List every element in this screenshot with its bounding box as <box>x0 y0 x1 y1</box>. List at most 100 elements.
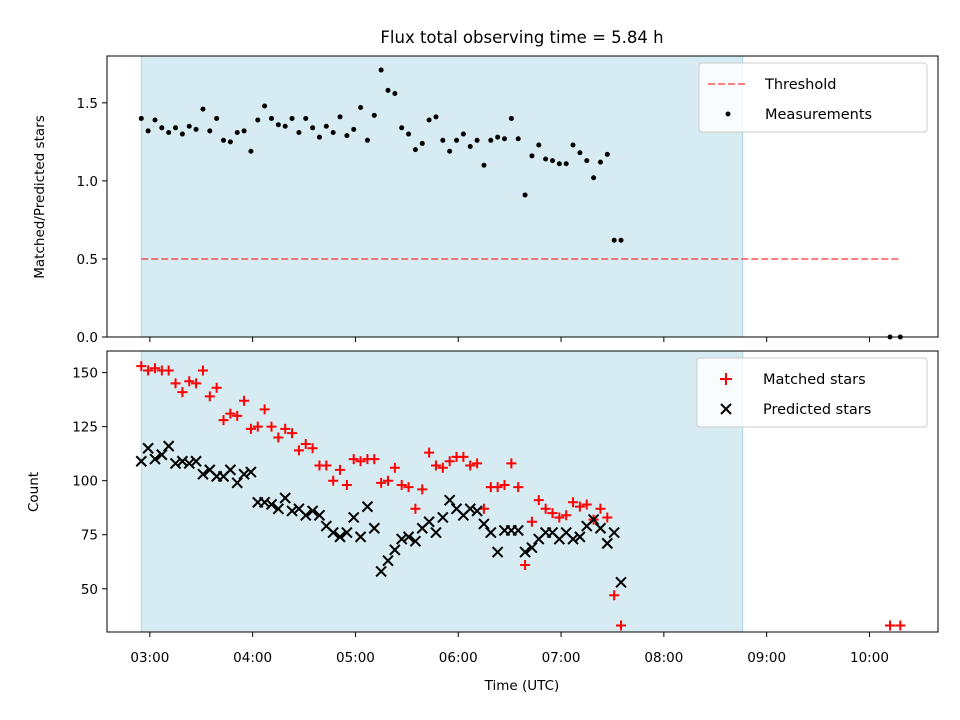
predicted-star-point <box>231 477 243 489</box>
measurement-point <box>543 156 549 162</box>
matched-star-point <box>540 503 551 514</box>
predicted-star-point <box>183 457 195 470</box>
matched-star-point <box>355 456 366 467</box>
predicted-star-point <box>368 522 380 534</box>
predicted-star-point <box>327 526 339 539</box>
measurement-point <box>419 140 425 146</box>
matched-star-point <box>616 620 627 631</box>
measurement-point <box>563 161 569 167</box>
x-tick-label: 03:00 <box>130 650 169 666</box>
measurement-point <box>522 192 528 198</box>
measurement-point <box>467 144 473 150</box>
matched-star-point <box>472 458 483 469</box>
matched-star-point <box>520 559 531 570</box>
measurement-point <box>145 128 151 134</box>
matched-star-point <box>376 477 387 488</box>
measurement-point <box>447 148 453 154</box>
predicted-star-point <box>334 531 346 543</box>
matched-star-point <box>341 480 352 491</box>
predicted-star-point <box>512 524 524 537</box>
predicted-star-point <box>348 511 360 524</box>
predicted-star-point <box>437 511 449 524</box>
legend-matched-swatch <box>720 373 732 385</box>
predicted-star-point <box>443 494 456 506</box>
matched-star-point <box>369 454 380 465</box>
predicted-star-point <box>279 492 291 504</box>
measurement-point <box>207 128 213 134</box>
matched-star-point <box>266 421 277 432</box>
y-tick-label: 0.0 <box>77 330 98 346</box>
y-tick-label: 150 <box>72 366 98 382</box>
predicted-star-point <box>197 468 209 480</box>
legend-measurements-swatch <box>725 111 731 117</box>
matched-star-point <box>581 499 592 510</box>
predicted-star-point <box>135 455 147 467</box>
predicted-star-point <box>574 531 586 543</box>
measurement-point <box>268 115 274 121</box>
matched-star-point <box>506 458 517 469</box>
matched-star-point <box>273 432 284 443</box>
bottom-x-ticks: 03:00 04:00 05:00 06:00 07:00 08:00 09:00 10:00 <box>130 632 889 666</box>
matched-star-point <box>293 445 304 456</box>
predicted-star-point <box>224 464 237 476</box>
predicted-star-point <box>149 453 161 465</box>
predicted-star-point <box>361 500 374 513</box>
measurement-point <box>310 125 316 131</box>
measurement-point <box>221 137 227 143</box>
matched-star-point <box>232 410 243 421</box>
predicted-star-point <box>423 516 435 528</box>
predicted-star-point <box>313 509 326 521</box>
bottom-axes-frame <box>106 350 939 633</box>
y-tick-label: 1.0 <box>77 174 98 190</box>
measurement-point <box>556 161 562 167</box>
matched-star-point <box>554 512 565 523</box>
matched-star-point <box>245 423 256 434</box>
observing-span-shade-bottom <box>140 350 744 633</box>
matched-star-point <box>895 620 906 631</box>
measurement-point <box>179 131 185 137</box>
measurement-points <box>138 67 903 340</box>
matched-star-point <box>609 590 620 601</box>
predicted-star-point <box>341 526 353 539</box>
measurement-point <box>474 137 480 143</box>
top-axes-frame <box>106 55 939 338</box>
measurement-point <box>440 137 446 143</box>
predicted-star-point <box>464 503 476 515</box>
predicted-star-point <box>169 457 182 470</box>
x-tick-label: 06:00 <box>439 650 478 666</box>
measurement-point <box>488 137 494 143</box>
predicted-star-point <box>389 544 401 556</box>
matched-star-point <box>417 484 428 495</box>
matched-star-point <box>307 443 318 454</box>
measurement-point <box>275 122 281 128</box>
matched-stars-points <box>136 361 906 631</box>
x-tick-label: 10:00 <box>850 650 889 666</box>
measurement-point <box>200 106 206 112</box>
matched-star-point <box>382 475 393 486</box>
measurement-point <box>406 131 412 137</box>
measurement-point <box>296 129 302 135</box>
measurement-point <box>282 123 288 129</box>
predicted-star-point <box>156 449 168 461</box>
matched-star-point <box>547 508 558 519</box>
predicted-star-point <box>519 546 531 558</box>
measurement-point <box>502 136 508 142</box>
measurement-point <box>159 125 165 131</box>
predicted-star-point <box>402 531 415 543</box>
bottom-legend-box <box>696 357 928 428</box>
predicted-star-point <box>382 554 394 567</box>
measurement-point <box>371 112 377 118</box>
matched-star-point <box>191 378 202 389</box>
matched-star-point <box>430 460 441 471</box>
measurement-point <box>351 126 357 132</box>
measurement-point <box>508 115 514 121</box>
top-x-ticks <box>149 337 870 342</box>
predicted-star-point <box>245 466 257 478</box>
legend-predicted-swatch <box>720 403 732 415</box>
matched-star-point <box>602 512 613 523</box>
predicted-star-point <box>587 513 600 526</box>
predicted-star-point <box>567 533 579 545</box>
measurement-point <box>193 126 199 132</box>
